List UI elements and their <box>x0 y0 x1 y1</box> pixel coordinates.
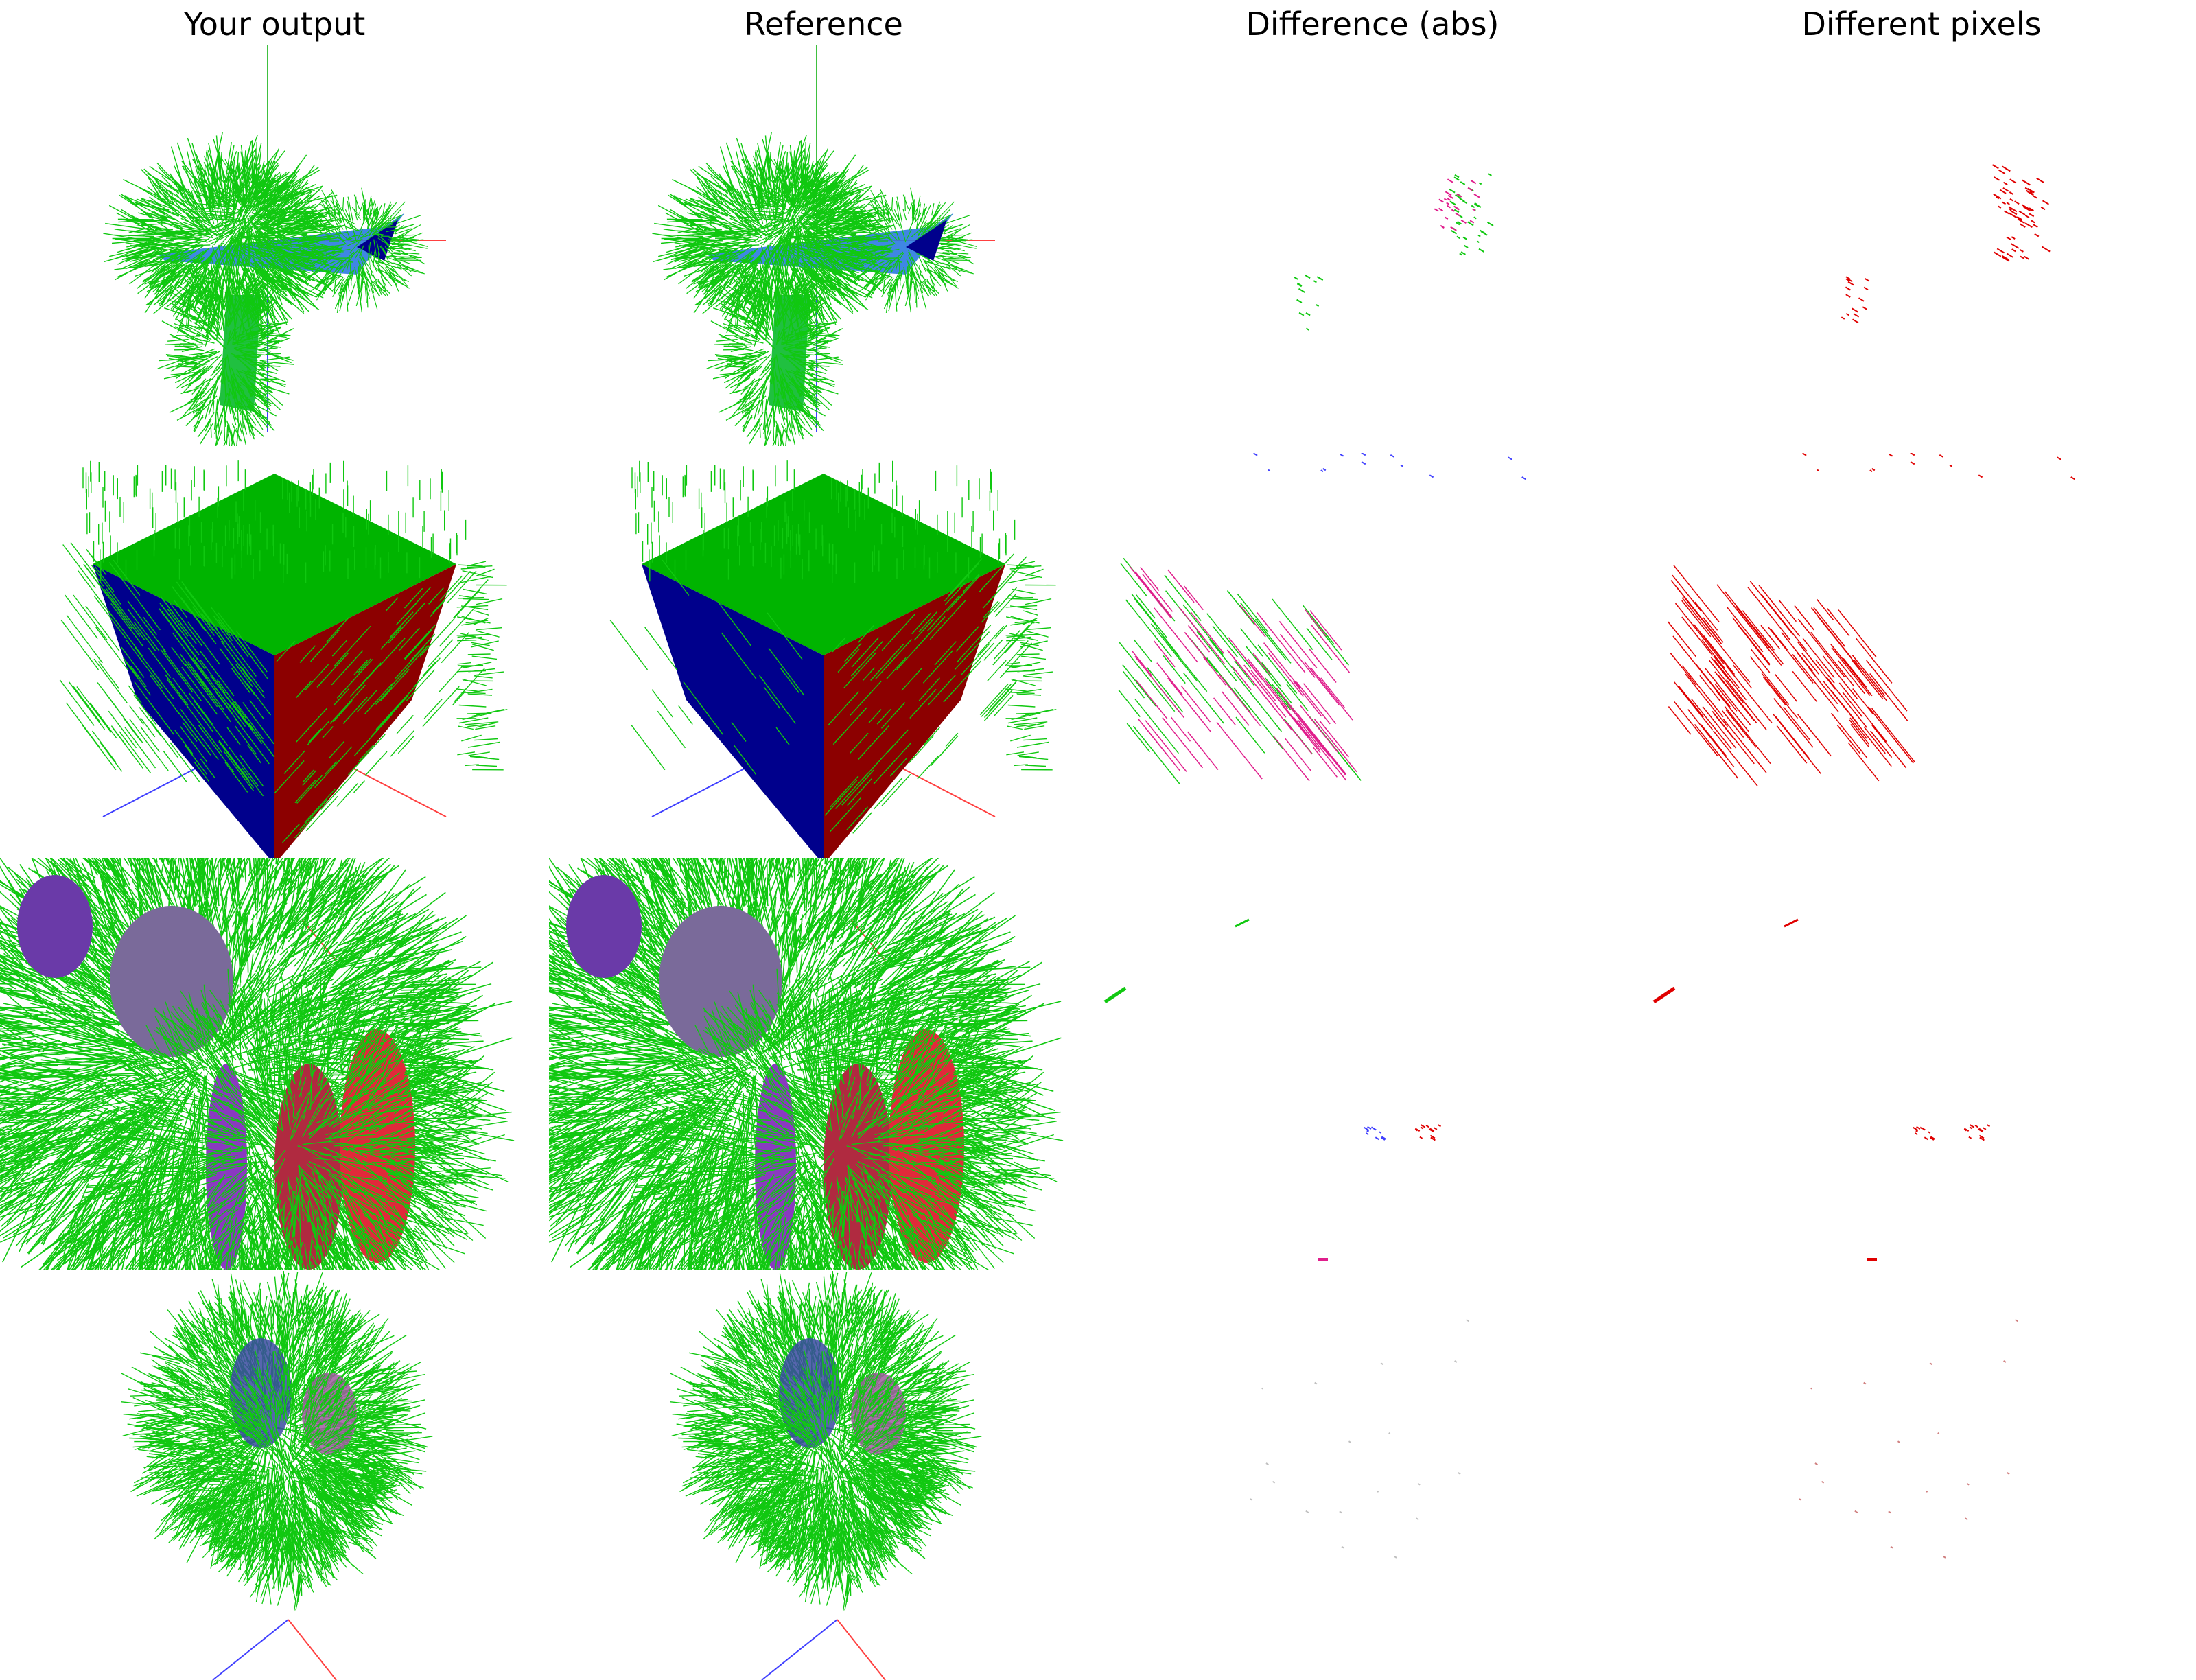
panel-row1-different-pixels <box>1647 41 2196 446</box>
panel-row3-difference-abs <box>1098 858 1647 1270</box>
bunny-closeup-render <box>549 858 1064 1270</box>
diff-render <box>1294 173 1494 331</box>
panel-row4-different-pixels <box>1647 1270 2196 1680</box>
diff-render <box>1841 164 2051 324</box>
cube-render <box>609 460 1057 858</box>
diff-render <box>1799 1319 2018 1559</box>
diff-render <box>1118 453 1526 784</box>
panel-row3-your-output <box>0 858 549 1270</box>
diff-render <box>1652 918 1991 1261</box>
panel-row1-your-output <box>0 41 549 446</box>
airplane-render <box>652 45 995 446</box>
panel-row2-your-output <box>0 453 549 858</box>
bunny-closeup-render <box>0 858 515 1270</box>
bunny-render <box>121 1270 433 1680</box>
column-title-your-output: Your output <box>183 5 366 43</box>
column-title-difference-abs: Difference (abs) <box>1246 5 1499 43</box>
panel-row1-difference-abs <box>1098 41 1647 446</box>
column-title-different-pixels: Different pixels <box>1801 5 2042 43</box>
panel-row4-reference <box>549 1270 1098 1680</box>
panel-row2-reference <box>549 453 1098 858</box>
panel-row2-difference-abs <box>1098 453 1647 858</box>
panel-row2-different-pixels <box>1647 453 2196 858</box>
cube-render <box>59 460 508 858</box>
panel-row4-your-output <box>0 1270 549 1680</box>
column-title-reference: Reference <box>744 5 903 43</box>
panel-row3-different-pixels <box>1647 858 2196 1270</box>
airplane-render <box>103 45 446 446</box>
panel-row3-reference <box>549 858 1098 1270</box>
bunny-render <box>670 1270 982 1680</box>
diff-render <box>1103 918 1442 1261</box>
diff-render <box>1250 1319 1469 1559</box>
diff-render <box>1667 453 2075 787</box>
panel-row4-difference-abs <box>1098 1270 1647 1680</box>
panel-row1-reference <box>549 41 1098 446</box>
